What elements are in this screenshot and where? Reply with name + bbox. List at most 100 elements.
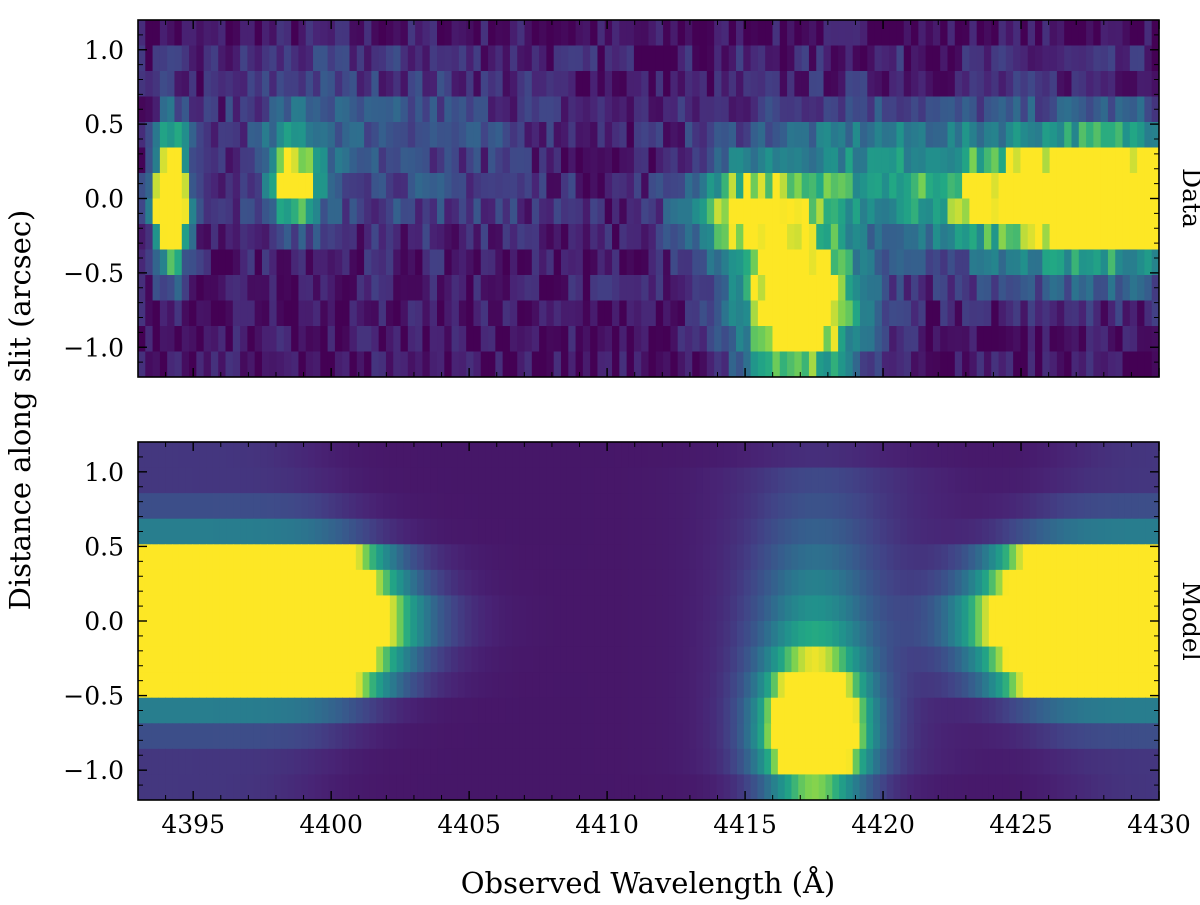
heatmap-cell	[327, 351, 336, 377]
heatmap-cell	[1035, 173, 1043, 200]
heatmap-cell	[1009, 748, 1017, 776]
heatmap-cell	[385, 20, 394, 47]
heatmap-cell	[798, 621, 806, 648]
heatmap-cell	[1016, 442, 1024, 469]
heatmap-cell	[765, 45, 774, 72]
heatmap-cell	[280, 569, 289, 597]
heatmap-cell	[900, 748, 908, 776]
heatmap-cell	[369, 595, 377, 622]
heatmap-cell	[422, 351, 431, 377]
heatmap-cell	[1063, 672, 1072, 699]
heatmap-cell	[423, 493, 432, 520]
heatmap-cell	[716, 493, 724, 520]
heatmap-cell	[1035, 45, 1043, 72]
heatmap-cell	[975, 569, 983, 597]
heatmap-cell	[582, 96, 591, 123]
heatmap-cell	[167, 173, 176, 200]
heatmap-cell	[954, 595, 963, 622]
heatmap-cell	[699, 71, 708, 98]
heatmap-cell	[750, 442, 759, 469]
heatmap-cell	[267, 723, 275, 750]
heatmap-cell	[457, 748, 466, 776]
heatmap-cell	[900, 493, 908, 520]
heatmap-cell	[982, 723, 990, 750]
heatmap-cell	[604, 351, 613, 377]
heatmap-cell	[684, 275, 693, 302]
heatmap-cell	[1104, 595, 1112, 622]
heatmap-cell	[845, 300, 854, 327]
heatmap-cell	[1093, 198, 1102, 225]
heatmap-cell	[283, 45, 292, 72]
heatmap-cell	[798, 518, 806, 545]
heatmap-cell	[364, 249, 372, 276]
heatmap-cell	[626, 326, 635, 353]
heatmap-cell	[495, 20, 504, 47]
heatmap-cell	[692, 122, 701, 149]
heatmap-cell	[648, 569, 656, 597]
heatmap-cell	[253, 467, 262, 494]
heatmap-cell	[634, 595, 643, 622]
heatmap-cell	[702, 621, 711, 648]
heatmap-cell	[400, 122, 409, 149]
heatmap-cell	[590, 71, 599, 98]
heatmap-cell	[702, 442, 711, 469]
heatmap-cell	[232, 45, 241, 72]
heatmap-cell	[1029, 544, 1038, 571]
heatmap-cell	[633, 96, 642, 123]
heatmap-cell	[1104, 748, 1112, 776]
heatmap-cell	[451, 723, 459, 750]
heatmap-cell	[832, 442, 840, 469]
heatmap-cell	[1151, 71, 1159, 98]
heatmap-cell	[628, 697, 636, 724]
heatmap-cell	[355, 697, 364, 724]
heatmap-cell	[458, 198, 467, 225]
heatmap-cell	[158, 569, 166, 597]
heatmap-cell	[512, 723, 520, 750]
heatmap-cell	[451, 198, 460, 225]
heatmap-cell	[301, 672, 309, 699]
heatmap-cell	[641, 723, 650, 750]
heatmap-cell	[1056, 646, 1065, 673]
heatmap-cell	[839, 621, 847, 648]
heatmap-cell	[407, 20, 416, 47]
heatmap-cell	[619, 351, 628, 377]
heatmap-cell	[580, 544, 588, 571]
heatmap-cell	[702, 723, 711, 750]
heatmap-cell	[1020, 122, 1029, 149]
heatmap-cell	[580, 748, 588, 776]
heatmap-cell	[784, 467, 793, 494]
heatmap-cell	[444, 326, 453, 353]
heatmap-cell	[233, 646, 241, 673]
heatmap-cell	[1138, 544, 1146, 571]
heatmap-cell	[1118, 569, 1126, 597]
heatmap-cell	[692, 71, 701, 98]
heatmap-cell	[879, 467, 888, 494]
heatmap-cell	[294, 646, 302, 673]
heatmap-cell	[954, 224, 963, 251]
heatmap-cell	[633, 351, 642, 377]
heatmap-cell	[185, 467, 194, 494]
heatmap-cell	[473, 300, 482, 327]
heatmap-cell	[383, 544, 391, 571]
heatmap-cell	[580, 518, 588, 545]
heatmap-cell	[594, 569, 602, 597]
heatmap-cell	[437, 122, 445, 149]
heatmap-cell	[159, 96, 168, 123]
heatmap-cell	[670, 224, 679, 251]
heatmap-cell	[415, 122, 424, 149]
heatmap-cell	[451, 249, 460, 276]
heatmap-cell	[1124, 774, 1133, 800]
heatmap-cell	[730, 672, 738, 699]
y-tick-label: −0.5	[63, 682, 124, 711]
heatmap-cell	[1035, 198, 1043, 225]
heatmap-cell	[791, 621, 799, 648]
heatmap-cell	[342, 45, 351, 72]
heatmap-cell	[668, 518, 677, 545]
heatmap-cell	[254, 71, 263, 98]
heatmap-cell	[784, 442, 793, 469]
heatmap-cell	[491, 646, 500, 673]
heatmap-cell	[689, 442, 697, 469]
heatmap-cell	[1137, 198, 1146, 225]
heatmap-cell	[1002, 569, 1010, 597]
heatmap-cell	[553, 96, 562, 123]
